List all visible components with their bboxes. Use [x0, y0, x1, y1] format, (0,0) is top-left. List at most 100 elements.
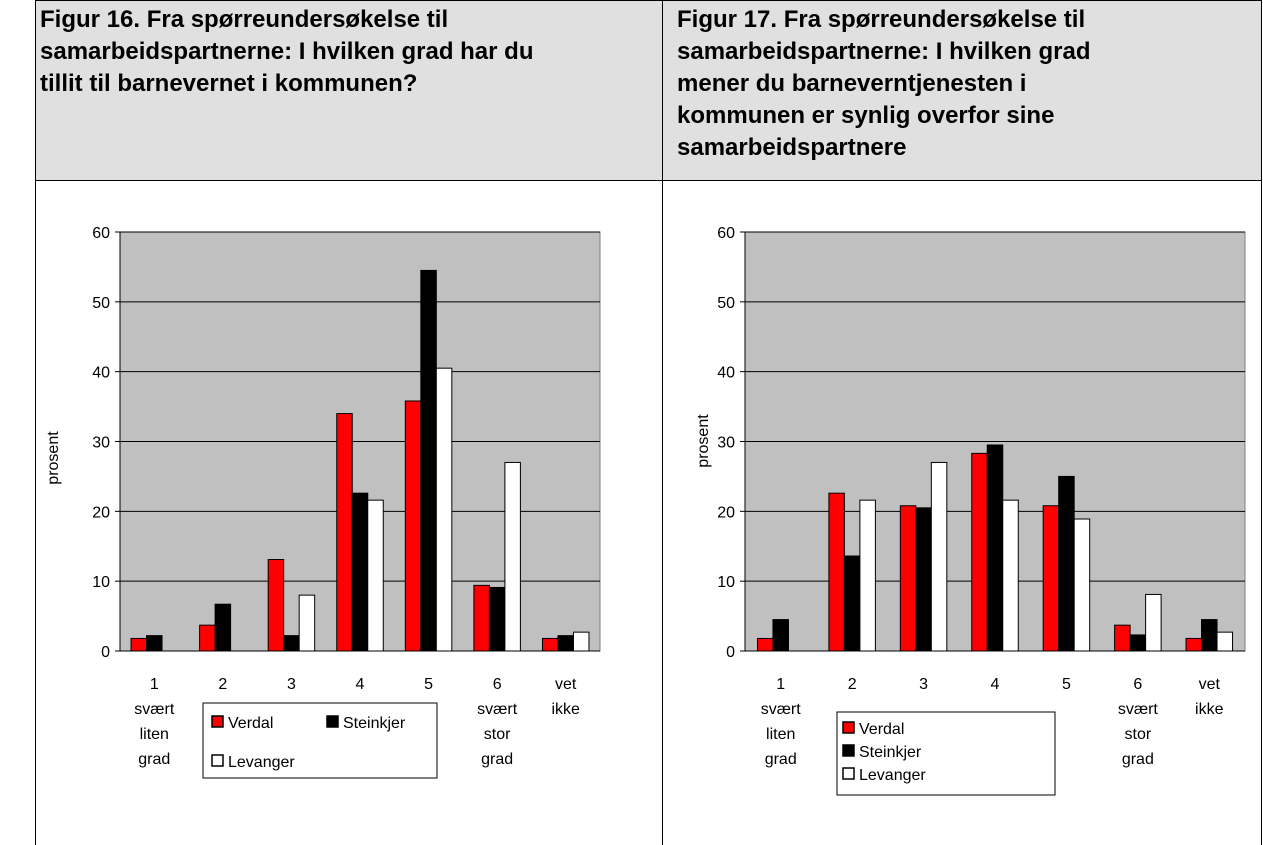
bar: [130, 637, 148, 652]
bar: [1201, 619, 1218, 652]
legend-swatch: [211, 754, 224, 767]
chart-title: tillit til barnevernet i kommunen?: [40, 70, 417, 97]
x-tick-label: 5: [424, 676, 433, 693]
bar: [504, 461, 521, 652]
bar: [915, 507, 932, 652]
y-tick-label: 40: [92, 365, 110, 382]
chart-title: samarbeidspartnerne: I hvilken grad har …: [40, 38, 533, 65]
legend-label: Steinkjer: [343, 715, 406, 732]
bar: [1114, 624, 1131, 652]
x-tick-label: 4: [991, 676, 1000, 693]
bar: [899, 505, 917, 652]
bar: [756, 637, 774, 652]
legend-swatch: [842, 767, 855, 780]
y-axis-label: prosent: [45, 431, 62, 485]
bar: [336, 413, 353, 652]
bar: [298, 594, 316, 652]
bar: [488, 586, 506, 652]
y-tick-label: 50: [717, 295, 735, 312]
y-tick-label: 10: [717, 574, 735, 591]
legend-label: Levanger: [228, 754, 295, 771]
x-tick-label: 1: [776, 676, 785, 693]
x-tick-label: liten: [766, 726, 795, 743]
x-tick-label: vet: [1199, 676, 1221, 693]
chart-title: Figur 16. Fra spørreundersøkelse til: [40, 6, 448, 33]
bar: [1216, 631, 1234, 652]
y-tick-label: 30: [92, 435, 110, 452]
bar: [557, 635, 574, 652]
x-tick-label: 5: [1062, 676, 1071, 693]
bar: [473, 584, 490, 652]
bar: [283, 635, 300, 652]
x-tick-label: grad: [481, 751, 513, 768]
x-tick-label: 2: [848, 676, 857, 693]
x-tick-label: grad: [138, 751, 170, 768]
bar: [214, 603, 232, 652]
bar: [843, 555, 861, 652]
bar: [1073, 518, 1091, 652]
x-tick-label: stor: [1125, 726, 1152, 743]
y-tick-label: 0: [726, 644, 735, 661]
x-tick-label: grad: [765, 751, 797, 768]
x-tick-label: vet: [555, 676, 577, 693]
y-tick-label: 10: [92, 574, 110, 591]
bar: [146, 635, 163, 652]
bar: [1042, 505, 1060, 652]
bar: [404, 400, 422, 652]
x-tick-label: 6: [493, 676, 502, 693]
legend-box: [836, 711, 1056, 796]
bar: [1002, 499, 1019, 652]
x-tick-label: ikke: [1195, 701, 1224, 718]
bar: [199, 624, 216, 652]
bar: [541, 637, 559, 652]
x-tick-label: 1: [150, 676, 159, 693]
bar: [267, 559, 285, 652]
x-tick-label: svært: [134, 701, 175, 718]
bar: [1058, 475, 1075, 652]
bar: [420, 269, 437, 652]
y-tick-label: 60: [92, 225, 110, 242]
y-tick-label: 20: [717, 504, 735, 521]
legend-swatch: [842, 721, 855, 734]
legend-label: Verdal: [859, 721, 904, 738]
y-tick-label: 0: [101, 644, 110, 661]
legend-swatch: [211, 715, 224, 728]
bar: [986, 444, 1004, 652]
y-tick-label: 60: [717, 225, 735, 242]
bar: [971, 452, 988, 652]
header-background: [35, 0, 1262, 180]
bar: [930, 461, 948, 652]
x-tick-label: 6: [1133, 676, 1142, 693]
chart-title: kommunen er synlig overfor sine: [677, 102, 1054, 129]
bar: [351, 492, 369, 652]
x-tick-label: 2: [218, 676, 227, 693]
bar: [1145, 593, 1162, 652]
bar: [1185, 637, 1203, 652]
bar: [367, 499, 384, 652]
bar: [772, 619, 789, 652]
bar: [1129, 634, 1147, 652]
y-tick-label: 30: [717, 435, 735, 452]
x-tick-label: 3: [919, 676, 928, 693]
x-tick-label: ikke: [551, 701, 580, 718]
chart-title: samarbeidspartnerne: I hvilken grad: [677, 38, 1090, 65]
x-tick-label: 4: [356, 676, 365, 693]
legend-swatch: [326, 715, 339, 728]
chart-title: Figur 17. Fra spørreundersøkelse til: [677, 6, 1085, 33]
y-tick-label: 40: [717, 365, 735, 382]
y-tick-label: 20: [92, 504, 110, 521]
y-tick-label: 50: [92, 295, 110, 312]
legend-label: Verdal: [228, 715, 273, 732]
legend-label: Levanger: [859, 767, 926, 784]
bar: [572, 631, 590, 652]
x-tick-label: svært: [1118, 701, 1159, 718]
y-axis-label: prosent: [695, 414, 712, 468]
chart-title: mener du barneverntjenesten i: [677, 70, 1026, 97]
legend-box: [202, 702, 438, 779]
bar: [828, 492, 845, 652]
x-tick-label: svært: [761, 701, 802, 718]
legend-label: Steinkjer: [859, 744, 922, 761]
chart-title: samarbeidspartnere: [677, 134, 906, 161]
x-tick-label: svært: [477, 701, 518, 718]
